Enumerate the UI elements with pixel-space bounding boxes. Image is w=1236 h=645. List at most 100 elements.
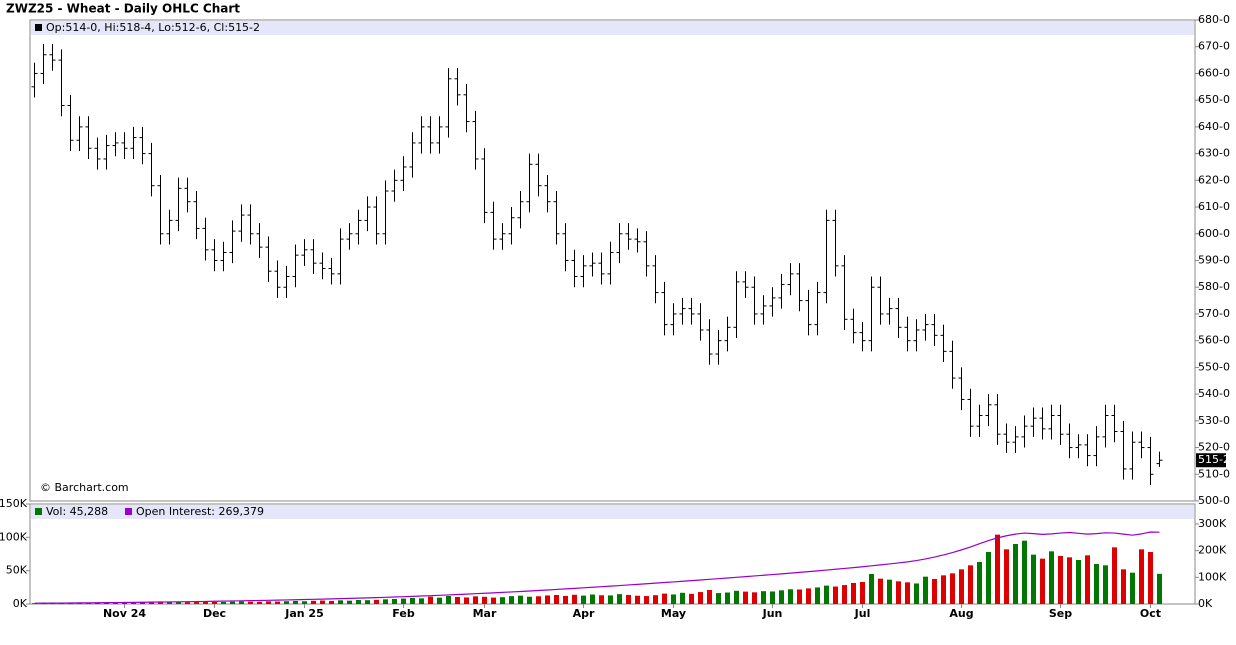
volume-bar — [752, 592, 757, 604]
volume-bar — [1058, 556, 1063, 604]
volume-bar — [644, 596, 649, 604]
volume-bar — [1076, 560, 1081, 604]
volume-bar — [995, 534, 1000, 604]
y-tick-label: 100K — [0, 530, 28, 543]
y2-tick-label: 0K — [1198, 597, 1213, 610]
volume-bar — [878, 578, 883, 604]
volume-bar — [1148, 552, 1153, 604]
volume-bar — [113, 602, 118, 604]
y-tick-label: 150K — [0, 497, 28, 510]
x-tick-label: Jul — [854, 607, 871, 620]
volume-bar — [923, 576, 928, 604]
open-interest-line — [34, 531, 1160, 604]
y-tick-label: 630-0 — [1198, 147, 1230, 160]
volume-bar — [770, 591, 775, 604]
volume-bar — [1094, 564, 1099, 604]
volume-bar — [905, 582, 910, 604]
volume-bar — [608, 595, 613, 604]
volume-bar — [977, 562, 982, 604]
volume-bar — [1121, 569, 1126, 604]
x-tick-label: Mar — [473, 607, 497, 620]
volume-bar — [455, 597, 460, 604]
volume-bar — [428, 596, 433, 604]
volume-info-band — [31, 505, 1194, 519]
volume-bar — [1040, 558, 1045, 604]
volume-bar — [1004, 549, 1009, 604]
volume-bar — [176, 602, 181, 604]
volume-bar — [689, 593, 694, 604]
volume-bar — [743, 591, 748, 604]
y-tick-label: 570-0 — [1198, 307, 1230, 320]
y-tick-label: 580-0 — [1198, 280, 1230, 293]
y-tick-label: 600-0 — [1198, 227, 1230, 240]
volume-bar — [1085, 555, 1090, 604]
volume-bar — [311, 600, 316, 604]
volume-bar — [446, 596, 451, 604]
y-tick-label: 550-0 — [1198, 360, 1230, 373]
y-tick-label: 610-0 — [1198, 200, 1230, 213]
x-tick-label: Jun — [762, 607, 783, 620]
volume-bar — [122, 602, 127, 604]
price-panel — [29, 19, 1196, 502]
volume-bar — [1013, 544, 1018, 604]
y-tick-label: 500-0 — [1198, 494, 1230, 507]
y-tick-label: 0K — [13, 597, 28, 610]
volume-bar — [671, 594, 676, 604]
volume-bar — [338, 600, 343, 604]
y-tick-label: 560-0 — [1198, 334, 1230, 347]
volume-bar — [239, 601, 244, 604]
volume-bar — [941, 575, 946, 604]
volume-bar — [1130, 572, 1135, 604]
volume-bar — [266, 601, 271, 604]
y-tick-label: 520-0 — [1198, 441, 1230, 454]
volume-bar — [104, 602, 109, 604]
last-price-label: 515-2 — [1198, 453, 1230, 466]
volume-bar — [410, 598, 415, 604]
volume-bar — [968, 565, 973, 604]
volume-bar — [275, 601, 280, 604]
volume-bar — [572, 594, 577, 604]
y2-tick-label: 200K — [1198, 544, 1227, 557]
volume-bar — [932, 579, 937, 604]
volume-bar — [185, 602, 190, 604]
volume-bar — [716, 593, 721, 604]
price-legend-icon — [35, 24, 42, 31]
volume-bar — [851, 583, 856, 604]
volume-bar — [518, 595, 523, 604]
volume-bar — [725, 592, 730, 604]
volume-bar — [815, 587, 820, 604]
volume-bar — [320, 600, 325, 604]
volume-bar — [1049, 551, 1054, 604]
volume-bar — [140, 602, 145, 604]
volume-bar — [473, 596, 478, 604]
y-tick-label: 680-0 — [1198, 13, 1230, 26]
volume-bar — [761, 591, 766, 604]
y-tick-label: 670-0 — [1198, 40, 1230, 53]
chart-title: ZWZ25 - Wheat - Daily OHLC Chart — [6, 2, 240, 16]
volume-bar — [986, 552, 991, 604]
volume-bar — [464, 597, 469, 604]
volume-bar — [842, 585, 847, 604]
volume-bar — [86, 602, 91, 604]
volume-bar — [194, 602, 199, 604]
volume-bar — [482, 596, 487, 604]
volume-bar — [887, 579, 892, 604]
volume-bar — [203, 601, 208, 604]
volume-bar — [563, 595, 568, 604]
y-tick-label: 540-0 — [1198, 387, 1230, 400]
volume-bar — [149, 602, 154, 604]
volume-bar — [347, 600, 352, 604]
volume-bar — [779, 590, 784, 604]
x-tick-label: Feb — [392, 607, 415, 620]
volume-bar — [581, 595, 586, 604]
y-tick-label: 660-0 — [1198, 66, 1230, 79]
volume-bar — [32, 603, 37, 604]
volume-bar — [212, 601, 217, 604]
volume-bar — [167, 602, 172, 604]
volume-bar — [1103, 565, 1108, 604]
volume-bar — [1139, 549, 1144, 604]
volume-bar — [1031, 554, 1036, 604]
volume-bar — [509, 596, 514, 604]
volume-bar — [824, 585, 829, 604]
